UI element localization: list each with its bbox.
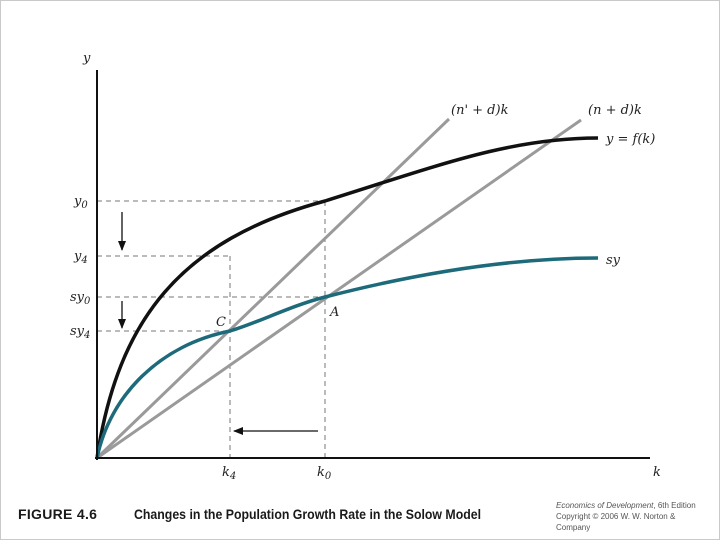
figure-title: Changes in the Population Growth Rate in… <box>134 506 482 522</box>
solow-diagram: y k y = f(k) sy (n' + d)k (n + d)k A C y… <box>70 51 661 482</box>
copyright-line: Copyright © 2006 W. W. Norton & Company <box>556 512 676 532</box>
sy-curve-label: sy <box>606 253 621 268</box>
point-a-label: A <box>329 305 339 320</box>
line-old-depreciation <box>96 118 582 460</box>
y-axis-label: y <box>82 51 91 66</box>
savings-curve <box>95 256 599 459</box>
k4-label: k4 <box>222 465 236 482</box>
y4-label: y4 <box>73 249 88 266</box>
production-curve <box>95 136 599 459</box>
line-new-label: (n' + d)k <box>451 103 509 118</box>
line-old-label: (n + d)k <box>588 103 642 118</box>
sy0-label: sy0 <box>70 290 91 307</box>
sy4-label: sy4 <box>70 324 90 341</box>
book-edition: , 6th Edition <box>653 501 696 510</box>
book-title: Economics of Development <box>556 501 654 510</box>
book-credit: Economics of Development, 6th Edition Co… <box>556 500 706 533</box>
line-new-depreciation <box>95 117 451 460</box>
figure-number: FIGURE 4.6 <box>18 506 98 522</box>
caption-bar: FIGURE 4.6 Changes in the Population Gro… <box>12 496 712 536</box>
fk-curve-label: y = f(k) <box>605 132 655 147</box>
y0-label: y0 <box>73 194 88 211</box>
point-c-label: C <box>216 315 226 330</box>
k0-label: k0 <box>317 465 332 482</box>
x-axis-label: k <box>653 465 661 480</box>
dashed-guides <box>97 200 326 458</box>
